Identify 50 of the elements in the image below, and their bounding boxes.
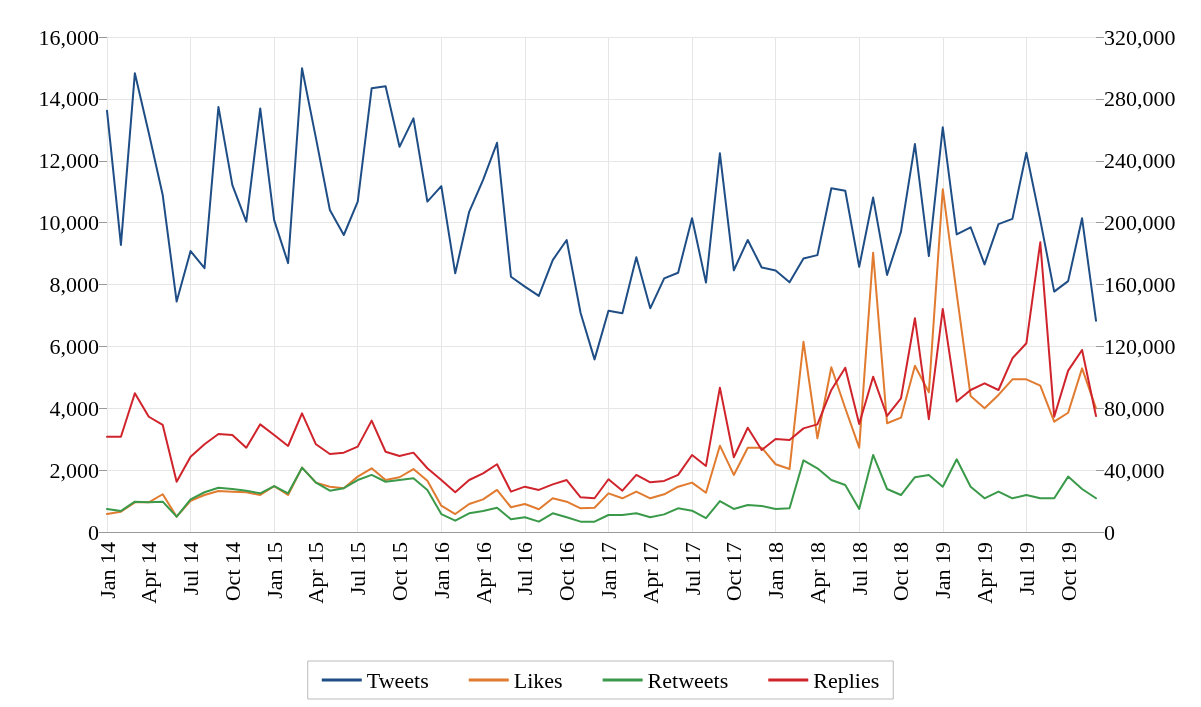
y2-tick-label: 240,000 <box>1104 148 1176 174</box>
x-tick-label: Jan 15 <box>261 542 287 599</box>
y-tick-label: 10,000 <box>38 210 99 236</box>
x-tick-label: Jan 18 <box>763 542 789 599</box>
x-tick-label: Oct 16 <box>554 542 580 602</box>
x-tick-label: Apr 14 <box>136 542 162 604</box>
x-tick-label: Oct 17 <box>721 542 747 602</box>
x-tick-label: Oct 15 <box>387 542 413 602</box>
legend-label: Tweets <box>366 667 429 693</box>
x-tick-label: Jan 17 <box>595 542 621 599</box>
legend-label: Retweets <box>647 667 729 693</box>
x-tick-label: Apr 17 <box>637 542 663 604</box>
y-tick-label: 4,000 <box>49 395 99 421</box>
y2-tick-label: 320,000 <box>1104 24 1176 50</box>
x-tick-label: Jul 14 <box>178 542 204 596</box>
y-tick-label: 6,000 <box>49 333 99 359</box>
legend-label: Likes <box>513 667 563 693</box>
y2-tick-label: 80,000 <box>1104 395 1165 421</box>
y2-tick-label: 0 <box>1104 519 1115 545</box>
y2-tick-label: 200,000 <box>1104 210 1176 236</box>
y2-tick-label: 160,000 <box>1104 272 1176 297</box>
line-series <box>106 453 1097 523</box>
line-series <box>106 188 1097 518</box>
y2-tick-label: 40,000 <box>1104 457 1165 483</box>
y-tick-label: 14,000 <box>38 86 99 112</box>
y-tick-label: 16,000 <box>38 24 99 50</box>
x-tick-label: Apr 15 <box>303 542 329 604</box>
y2-tick-label: 120,000 <box>1104 333 1176 359</box>
y-tick-label: 2,000 <box>49 457 99 483</box>
y2-tick-label: 280,000 <box>1104 86 1176 112</box>
x-tick-label: Oct 14 <box>219 542 245 602</box>
x-tick-label: Oct 18 <box>888 542 914 602</box>
x-tick-label: Jul 19 <box>1013 542 1039 596</box>
x-tick-label: Oct 19 <box>1055 542 1081 602</box>
x-tick-label: Jul 18 <box>846 542 872 596</box>
line-series <box>106 67 1097 361</box>
x-tick-label: Apr 16 <box>470 542 496 604</box>
y-tick-label: 0 <box>88 519 99 545</box>
x-tick-label: Jan 19 <box>930 542 956 599</box>
legend-label: Replies <box>813 667 880 693</box>
x-tick-label: Jan 16 <box>428 542 454 599</box>
x-tick-label: Jul 15 <box>345 542 371 596</box>
x-tick-label: Jul 16 <box>512 542 538 596</box>
x-tick-label: Jan 14 <box>94 542 120 599</box>
y-tick-label: 12,000 <box>38 148 99 174</box>
x-tick-label: Apr 18 <box>804 542 830 604</box>
y-tick-label: 8,000 <box>49 272 99 297</box>
line-series <box>106 241 1097 500</box>
x-tick-label: Jul 17 <box>679 542 705 596</box>
x-tick-label: Apr 19 <box>972 542 998 604</box>
